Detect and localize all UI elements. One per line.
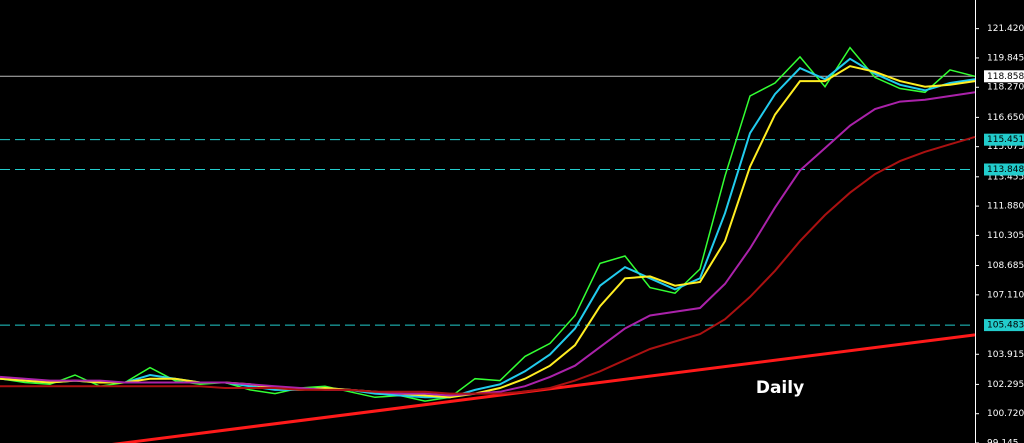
level-label-box	[984, 70, 1024, 83]
level-label: 115.451	[987, 135, 1024, 145]
y-tick-label: 107.110	[987, 290, 1024, 300]
level-label: 113.848	[987, 165, 1024, 175]
y-tick-label: 115.075	[987, 142, 1024, 152]
level-label-box	[984, 133, 1024, 146]
y-tick-label: 100.720	[987, 409, 1024, 419]
y-tick-label: 102.295	[987, 380, 1024, 390]
y-tick-label: 99.145	[987, 439, 1019, 443]
y-tick-label: 113.455	[987, 172, 1024, 182]
y-tick-label: 119.845	[987, 53, 1024, 63]
annotation: Daily	[756, 378, 804, 398]
moving-average	[0, 91, 976, 397]
y-tick-label: 116.650	[987, 113, 1024, 123]
y-tick-label: 103.915	[987, 350, 1024, 360]
y-tick-label: 121.420	[987, 24, 1024, 34]
y-tick-label: 108.685	[987, 261, 1024, 271]
price-line	[0, 46, 976, 402]
moving-average	[0, 57, 976, 399]
y-tick-label: 111.880	[987, 202, 1024, 212]
level-label-box	[984, 163, 1024, 176]
level-label-box	[984, 319, 1024, 332]
trendline	[111, 333, 976, 443]
moving-average	[0, 65, 976, 399]
level-label: 105.483	[987, 321, 1024, 331]
level-label: 118.858	[987, 72, 1024, 82]
moving-average	[0, 135, 976, 395]
y-tick-label: 110.305	[987, 231, 1024, 241]
y-tick-label: 118.270	[987, 83, 1024, 93]
